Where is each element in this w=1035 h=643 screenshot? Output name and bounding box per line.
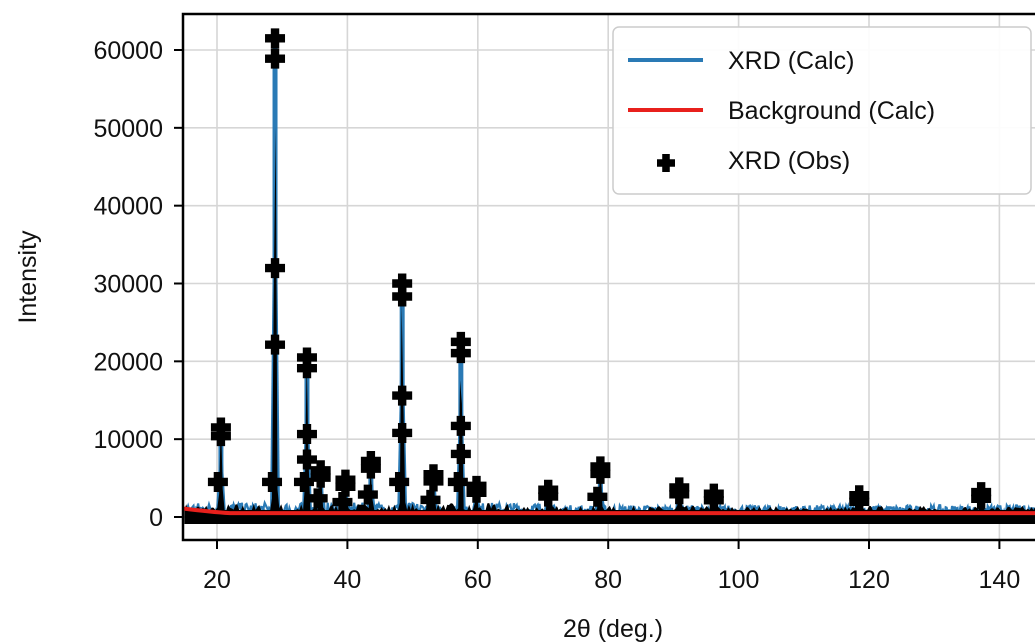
legend-label-background: Background (Calc) <box>728 97 935 125</box>
y-tick-label: 60000 <box>93 37 163 65</box>
obs-peak-marker <box>423 471 444 492</box>
obs-peak-marker <box>587 486 608 507</box>
obs-peak-marker <box>307 488 328 509</box>
axis-ticks: 20 40 60 80 100 120 140 0 10000 20000 30000 40000 50… <box>93 37 1020 594</box>
plot-frame <box>181 12 1035 542</box>
legend-swatch-obs <box>657 154 675 172</box>
obs-peak-marker <box>538 486 559 507</box>
legend-label-calc: XRD (Calc) <box>728 47 854 75</box>
obs-peak-marker <box>296 424 317 445</box>
legend-box <box>612 26 1032 195</box>
obs-peak-marker <box>971 488 992 509</box>
obs-peak-marker <box>392 273 413 294</box>
obs-peak-marker <box>450 415 471 436</box>
obs-peak-marker <box>265 28 286 49</box>
obs-peak-marker <box>262 471 283 492</box>
obs-peak-marker <box>210 426 231 447</box>
obs-peak-marker <box>447 471 468 492</box>
obs-peak-marker <box>265 48 286 69</box>
x-tick-label: 80 <box>594 566 622 594</box>
x-tick-label: 120 <box>848 566 890 594</box>
obs-peak-marker <box>392 422 413 443</box>
obs-peak-marker <box>392 286 413 307</box>
legend: XRD (Calc) Background (Calc) XRD (Obs) <box>612 26 1032 195</box>
obs-peak-marker <box>590 463 611 484</box>
x-tick-label: 100 <box>718 566 760 594</box>
obs-peak-marker <box>296 347 317 368</box>
obs-peak-marker <box>849 491 870 512</box>
x-tick-label: 20 <box>203 566 231 594</box>
y-axis-label: Intensity <box>14 230 42 324</box>
obs-peak-marker <box>357 484 378 505</box>
obs-peak-marker <box>669 484 690 505</box>
x-tick-label: 140 <box>979 566 1021 594</box>
obs-peak-marker <box>360 458 381 479</box>
plot-area <box>183 28 1035 524</box>
obs-series <box>184 28 1035 524</box>
obs-peak-marker <box>265 258 286 279</box>
obs-peak-marker <box>296 449 317 470</box>
obs-peak-marker <box>296 358 317 379</box>
obs-peak-marker <box>310 467 331 488</box>
y-tick-label: 20000 <box>93 348 163 376</box>
obs-peak-marker <box>335 476 356 497</box>
obs-peak-marker <box>293 471 314 492</box>
obs-peak-marker <box>265 334 286 355</box>
obs-peak-marker <box>450 343 471 364</box>
y-tick-label: 50000 <box>93 115 163 143</box>
obs-peak-marker <box>450 443 471 464</box>
background-line <box>183 506 1035 516</box>
obs-peak-marker <box>450 331 471 352</box>
obs-peak-marker <box>332 492 353 513</box>
x-tick-label: 60 <box>464 566 492 594</box>
y-tick-label: 10000 <box>93 426 163 454</box>
x-tick-label: 40 <box>333 566 361 594</box>
background-series <box>183 506 1035 516</box>
legend-label-obs: XRD (Obs) <box>728 147 850 175</box>
obs-peak-marker <box>207 471 228 492</box>
y-tick-label: 30000 <box>93 271 163 299</box>
obs-peak-marker <box>420 489 441 510</box>
y-tick-label: 40000 <box>93 193 163 221</box>
legend-obs-marker <box>657 154 675 172</box>
y-tick-label: 0 <box>149 504 163 532</box>
obs-peak-marker <box>392 385 413 406</box>
obs-peak-marker <box>466 482 487 503</box>
obs-peak-marker <box>389 471 410 492</box>
x-axis-label: 2θ (deg.) <box>563 615 663 643</box>
obs-peak-marker <box>703 490 724 511</box>
